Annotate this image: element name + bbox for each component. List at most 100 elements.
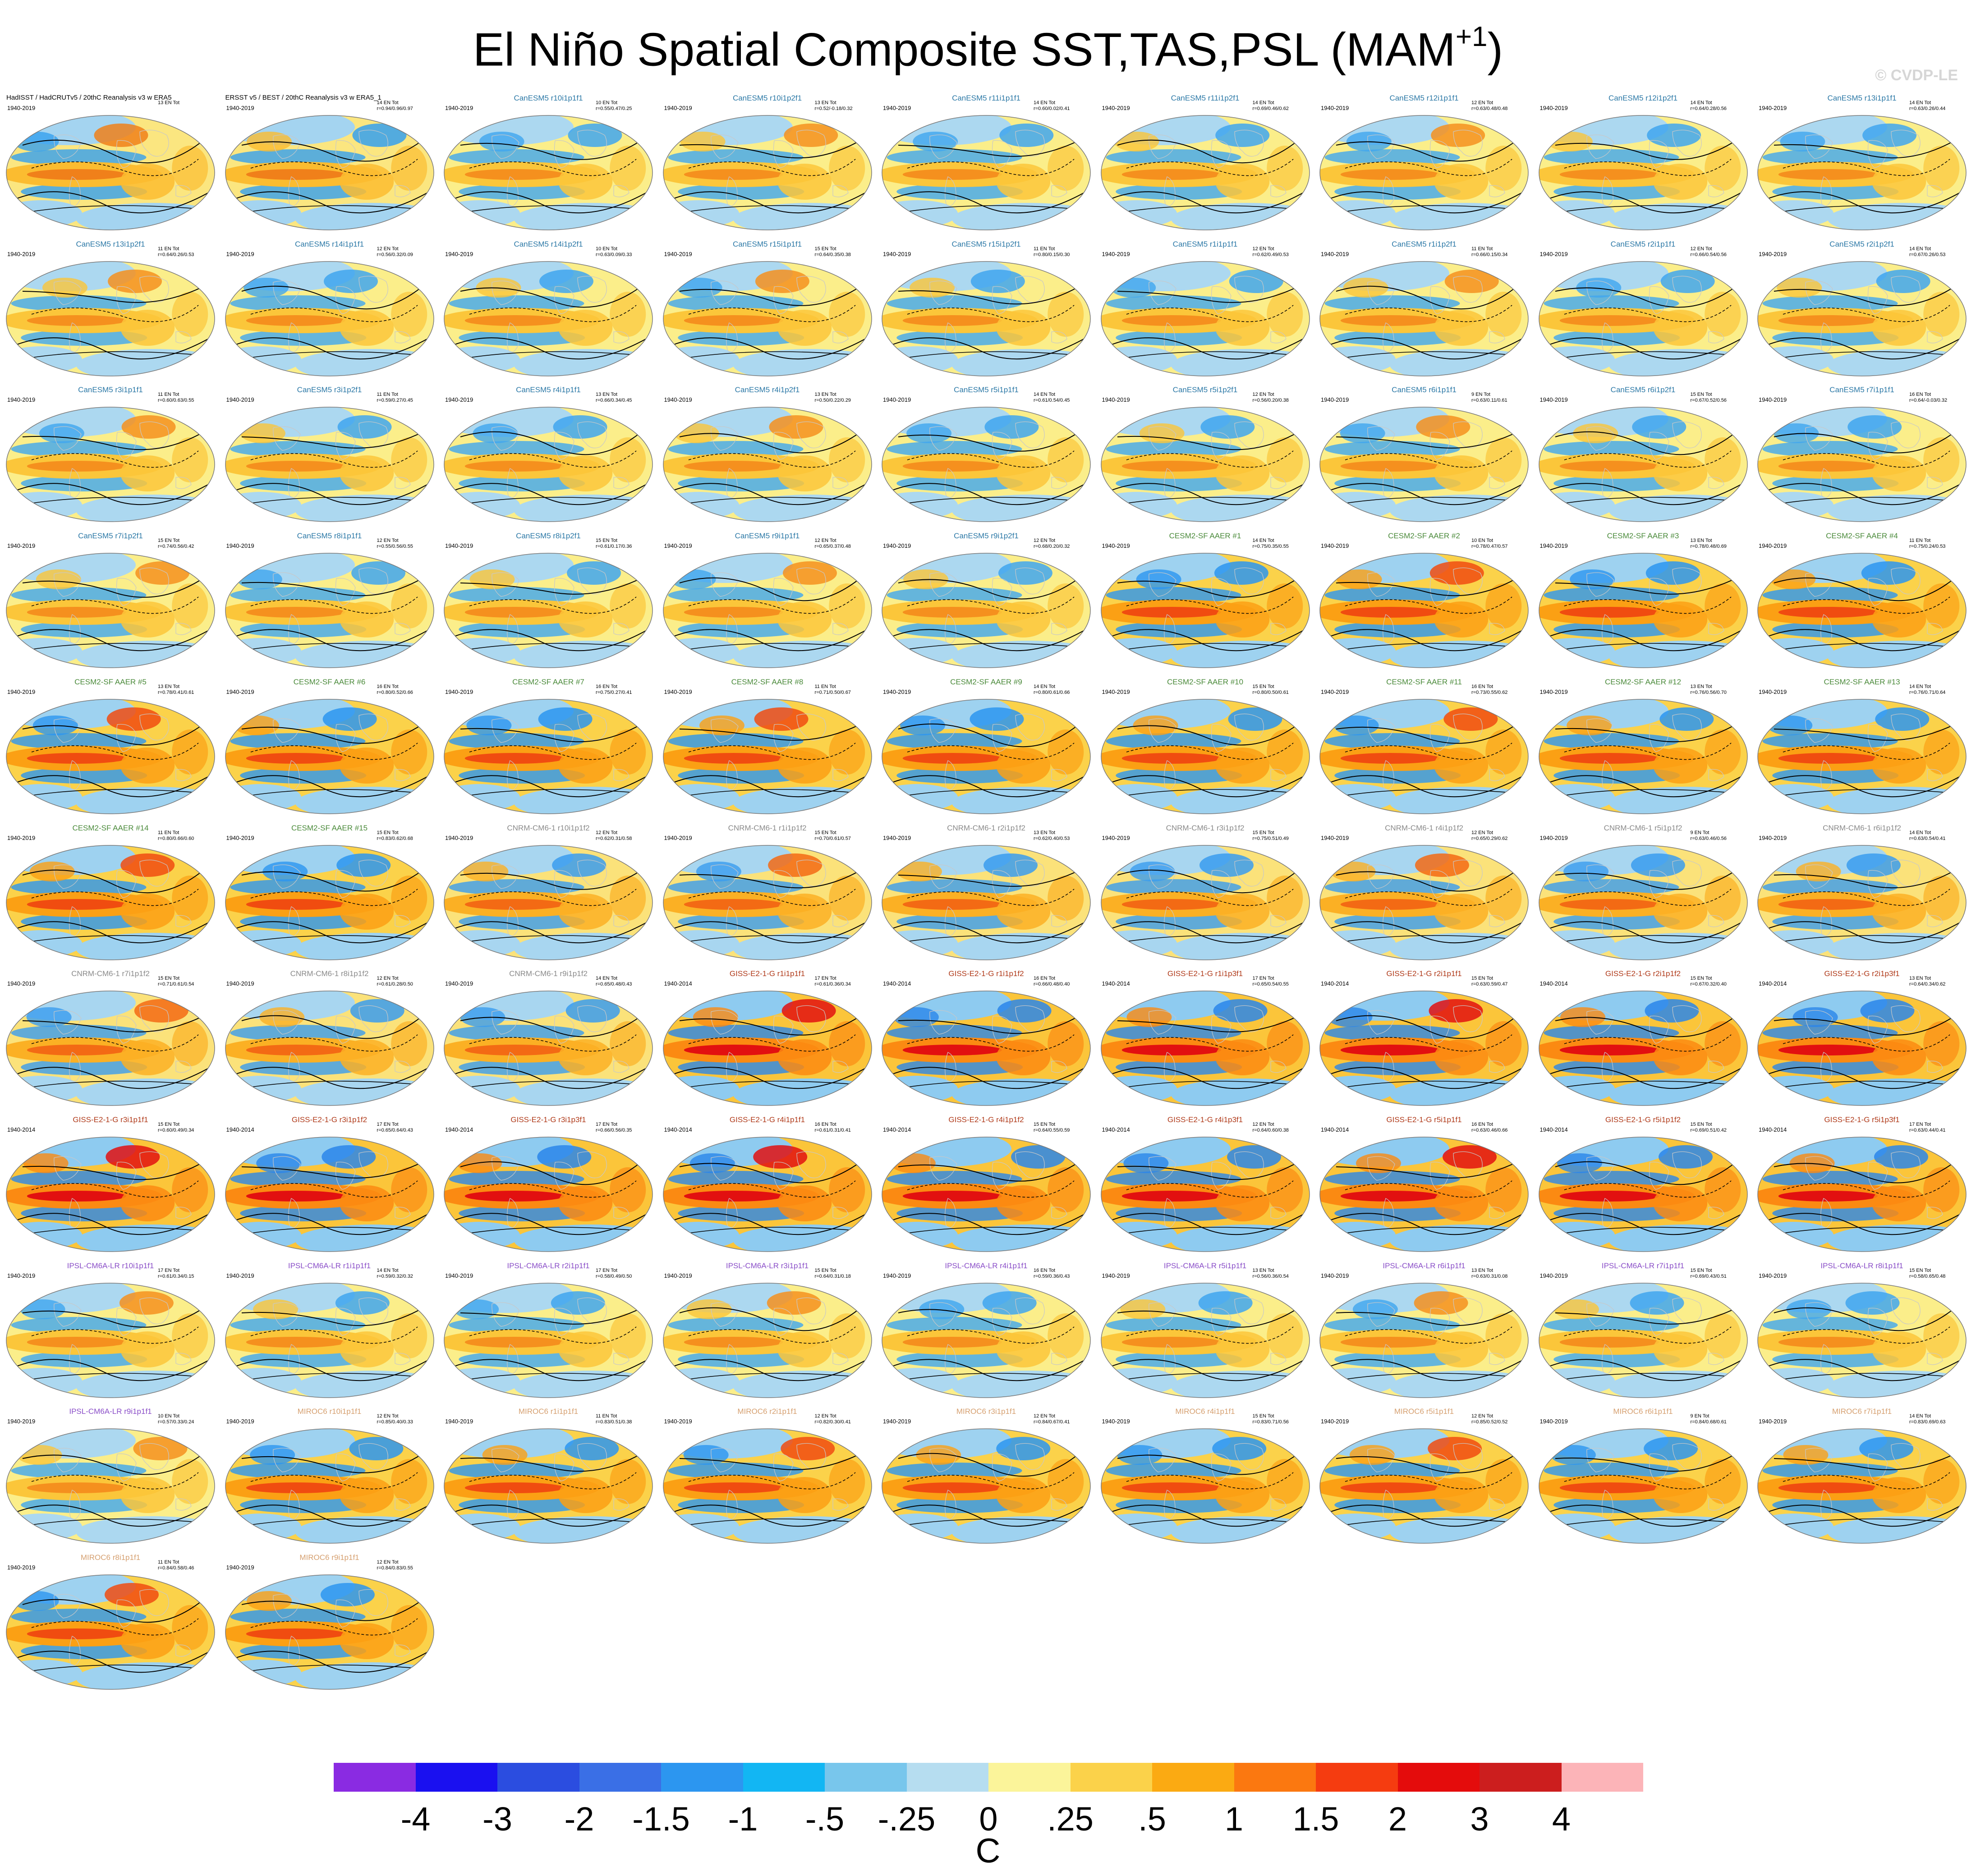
psl-contour — [455, 497, 641, 506]
panel-event-stats: 16 EN Tot r=0.64/-0.03/0.32 — [1909, 392, 1968, 404]
psl-contour — [1112, 935, 1298, 944]
psl-contour — [670, 1358, 869, 1381]
anomaly-patch — [463, 861, 509, 881]
psl-contour — [13, 774, 212, 797]
anomaly-patch — [1772, 1205, 1899, 1221]
panel-pattern-correlation: r=0.73/0.55/0.62 — [1471, 689, 1508, 695]
anomaly-patch — [896, 329, 1023, 346]
map-border — [882, 1428, 1091, 1544]
map-border — [225, 699, 434, 814]
anomaly-patch — [1266, 291, 1303, 337]
continent-outline — [992, 724, 1012, 752]
panel-years: 1940-2019 — [1102, 1272, 1130, 1279]
composite-panel: CanESM5 r14i1p1f1 1940-2019 12 EN Tot r=0.5… — [220, 240, 439, 389]
panel-years: 1940-2019 — [445, 980, 473, 987]
anomaly-patch — [1872, 1477, 1926, 1514]
panel-event-count: 15 EN Tot — [814, 1267, 836, 1273]
continent-outline — [288, 614, 300, 644]
panel-event-count: 14 EN Tot — [1034, 100, 1056, 105]
anomaly-patch — [684, 1045, 783, 1056]
continent-outline — [1927, 1353, 1943, 1365]
panel-event-stats: 12 EN Tot r=0.56/0.20/0.38 — [1253, 392, 1311, 404]
anomaly-patch — [887, 1170, 1022, 1187]
psl-contour — [1327, 774, 1526, 797]
panel-event-stats: 17 EN Tot r=0.63/0.44/0.41 — [1909, 1122, 1968, 1133]
anomaly-patch — [828, 583, 865, 629]
anomaly-patch — [23, 1153, 69, 1173]
map-border — [225, 115, 434, 230]
anomaly-patch — [828, 1167, 865, 1212]
panel-title: CNRM-CM6-1 r2i1p1f2 — [947, 823, 1025, 832]
colorbar-box — [415, 1763, 497, 1792]
psl-contour — [1774, 286, 1955, 306]
psl-contour — [1550, 351, 1736, 360]
panel-event-stats: 15 EN Tot r=0.67/0.32/0.40 — [1691, 976, 1749, 987]
composite-panel: CanESM5 r8i1p2f1 1940-2019 15 EN Tot r=0.61… — [439, 532, 658, 680]
panel-pattern-correlation: r=0.70/0.61/0.57 — [814, 835, 851, 841]
continent-outline — [54, 134, 82, 159]
psl-contour-dashed — [1345, 305, 1512, 322]
psl-contour — [237, 789, 422, 798]
composite-map — [1319, 991, 1529, 1106]
composite-map — [225, 115, 434, 230]
anomaly-patch — [246, 461, 345, 472]
colorbar-tick-label: -2 — [564, 1800, 594, 1838]
panel-pattern-correlation: r=0.76/0.56/0.70 — [1690, 689, 1727, 695]
anomaly-patch — [1559, 1336, 1659, 1348]
panel-title: CESM2-SF AAER #10 — [1167, 677, 1244, 686]
anomaly-patch — [1770, 569, 1816, 590]
panel-years: 1940-2019 — [445, 105, 473, 111]
psl-contour-dashed — [907, 743, 1075, 760]
anomaly-patch — [777, 601, 832, 638]
continent-outline — [335, 1161, 356, 1190]
panel-title: GISS-E2-1-G r3i1p1f2 — [291, 1115, 368, 1124]
anomaly-patch — [1923, 875, 1960, 921]
psl-contour — [898, 1016, 1079, 1034]
psl-contour-dashed — [1564, 1326, 1731, 1344]
anomaly-patch — [896, 1205, 1023, 1221]
anomaly-patch — [1340, 169, 1440, 180]
psl-contour — [18, 1372, 203, 1382]
continent-outline — [1270, 1060, 1287, 1073]
map-border — [225, 844, 434, 960]
continent-outline — [1891, 1443, 1921, 1470]
panel-years: 1940-2019 — [1102, 105, 1130, 111]
panel-event-count: 12 EN Tot — [1471, 830, 1493, 835]
continent-outline — [1051, 1206, 1067, 1219]
panel-title: MIROC6 r10i1p1f1 — [297, 1407, 362, 1416]
panel-event-count: 11 EN Tot — [158, 1560, 179, 1565]
panel-event-stats: 11 EN Tot r=0.60/0.63/0.55 — [158, 392, 216, 404]
composite-map — [225, 1137, 434, 1252]
psl-contour — [1550, 935, 1736, 944]
continent-outline — [1234, 567, 1264, 595]
panel-event-stats: 14 EN Tot r=0.59/0.32/0.32 — [377, 1268, 436, 1280]
panel-years: 1940-2019 — [1759, 1418, 1787, 1425]
composite-map — [444, 1137, 653, 1252]
panel-event-count: 12 EN Tot — [377, 1560, 399, 1565]
panel-years: 1940-2019 — [1102, 542, 1130, 550]
anomaly-patch — [1485, 1313, 1522, 1358]
psl-contour-dashed — [31, 1618, 199, 1636]
colorbar-box — [334, 1763, 416, 1792]
continent-outline — [1601, 1052, 1613, 1082]
map-border — [1757, 553, 1967, 668]
continent-outline — [1672, 129, 1702, 157]
panel-pattern-correlation: r=0.64/-0.03/0.32 — [1909, 398, 1948, 404]
colorbar-tick-label: 4 — [1552, 1800, 1571, 1838]
anomaly-patch — [1874, 1145, 1928, 1169]
anomaly-patch — [106, 1145, 160, 1169]
panel-event-count: 12 EN Tot — [1471, 1413, 1493, 1419]
continent-outline — [394, 1060, 411, 1073]
panel-event-stats: 14 EN Tot r=0.63/0.54/0.41 — [1909, 830, 1968, 842]
psl-contour — [241, 1454, 423, 1474]
anomaly-patch — [1198, 1291, 1253, 1315]
continent-outline — [1211, 1016, 1232, 1044]
anomaly-patch — [558, 1477, 613, 1514]
psl-contour — [679, 1016, 860, 1036]
composite-map — [6, 699, 215, 814]
anomaly-patch — [997, 999, 1052, 1023]
colorbar-labels: -4 -3 -2 -1.5 -1 -.5 -.25 0.25.5 1 1.5 2 3 4 — [334, 1800, 1643, 1838]
composite-map — [882, 1428, 1091, 1544]
continent-outline — [1820, 1052, 1832, 1082]
psl-contour-dashed — [1345, 888, 1512, 906]
